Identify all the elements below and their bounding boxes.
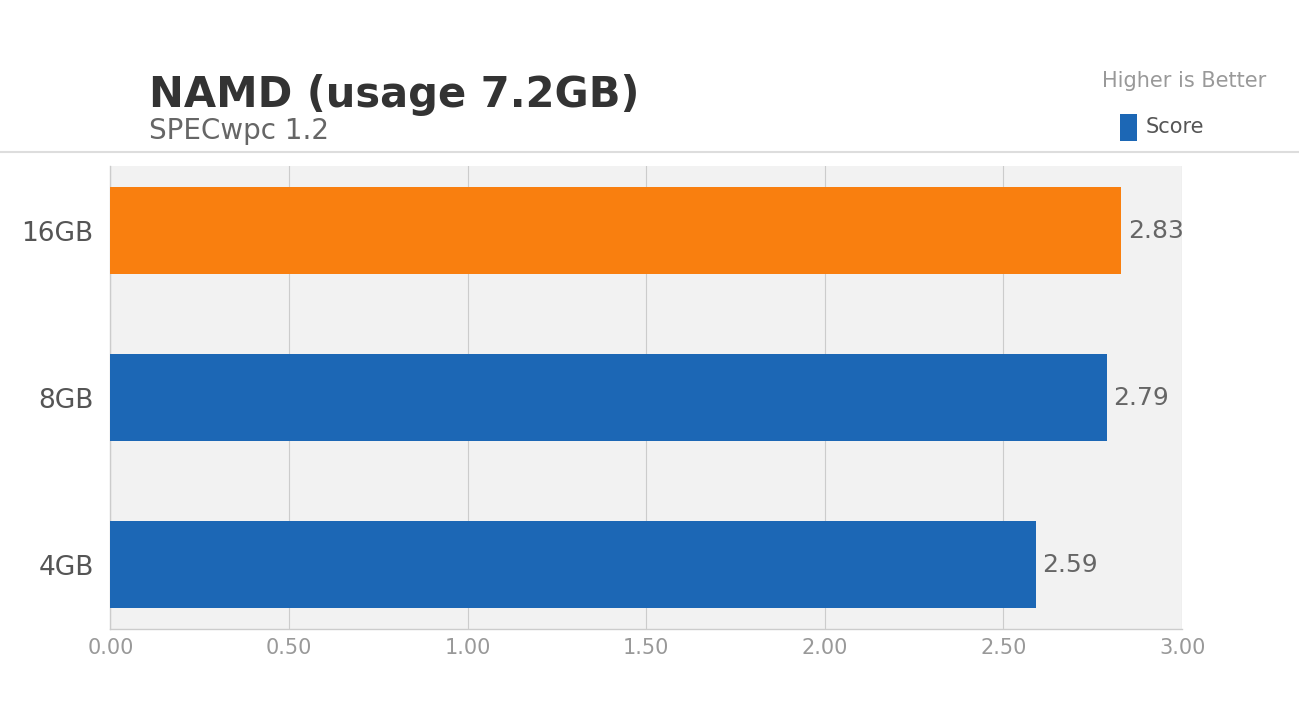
Polygon shape	[55, 59, 94, 100]
Text: 2.59: 2.59	[1042, 553, 1098, 577]
Polygon shape	[38, 38, 110, 128]
Text: 2.83: 2.83	[1128, 218, 1183, 243]
Polygon shape	[30, 29, 118, 137]
Text: SPECwpc 1.2: SPECwpc 1.2	[149, 117, 330, 145]
Text: Score: Score	[1146, 117, 1204, 137]
Bar	[110, 354, 1107, 441]
Bar	[110, 521, 1035, 608]
Text: NAMD (usage 7.2GB): NAMD (usage 7.2GB)	[149, 74, 640, 116]
Bar	[110, 187, 1121, 274]
Text: Higher is Better: Higher is Better	[1103, 71, 1267, 90]
Text: 2.79: 2.79	[1113, 386, 1169, 409]
